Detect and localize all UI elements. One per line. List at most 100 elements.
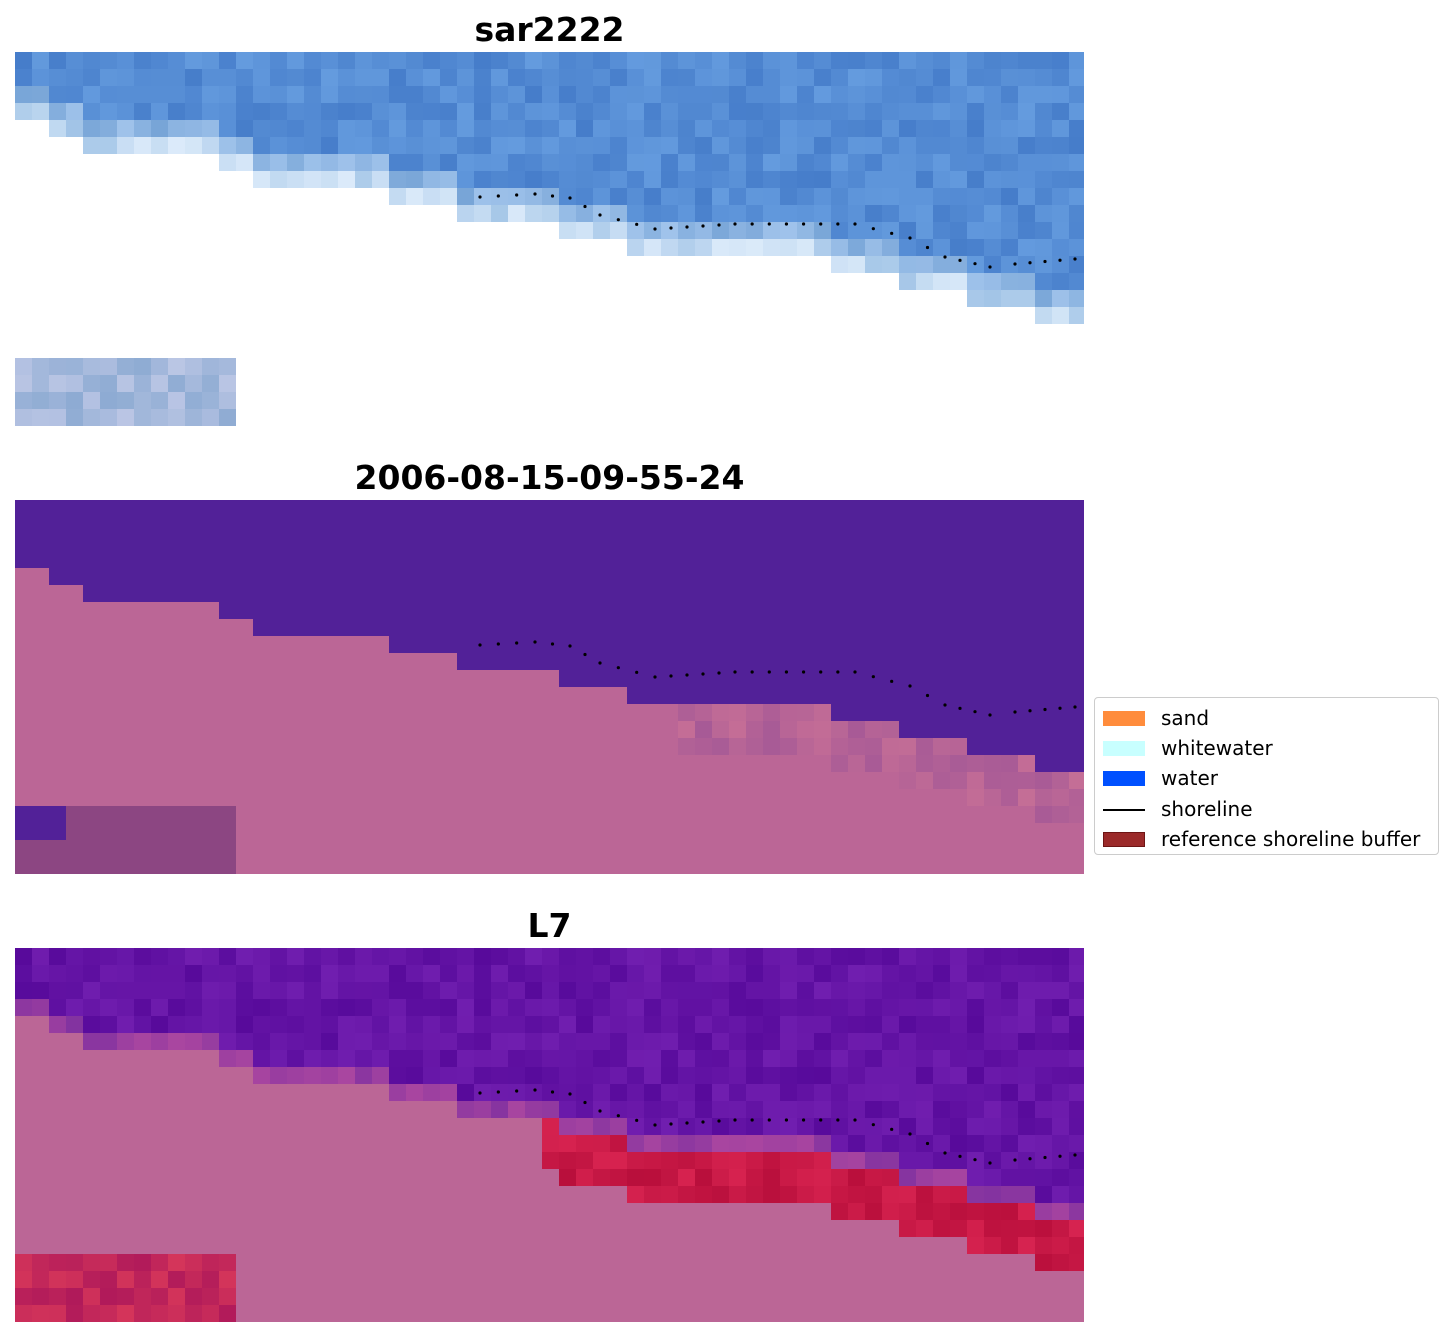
image-pixel — [865, 823, 883, 841]
image-pixel — [644, 358, 662, 376]
image-pixel — [270, 86, 288, 104]
image-pixel — [270, 1237, 288, 1255]
image-pixel — [814, 585, 832, 603]
image-pixel — [950, 636, 968, 654]
image-pixel — [1052, 358, 1070, 376]
image-pixel — [746, 1271, 764, 1289]
image-pixel — [117, 52, 135, 70]
shoreline-point — [1013, 710, 1017, 714]
image-pixel — [916, 789, 934, 807]
image-pixel — [661, 1050, 679, 1068]
shoreline-point — [988, 713, 992, 717]
image-pixel — [559, 551, 577, 569]
image-pixel — [1035, 1152, 1053, 1170]
image-pixel — [610, 1220, 628, 1238]
image-pixel — [253, 1237, 271, 1255]
image-pixel — [525, 103, 543, 121]
image-pixel — [933, 103, 951, 121]
image-pixel — [933, 52, 951, 70]
image-pixel — [49, 239, 67, 257]
image-pixel — [797, 1118, 815, 1136]
image-pixel — [134, 857, 152, 874]
image-pixel — [287, 687, 305, 705]
image-pixel — [117, 256, 135, 274]
image-pixel — [508, 982, 526, 1000]
image-pixel — [763, 1220, 781, 1238]
image-pixel — [525, 982, 543, 1000]
image-pixel — [32, 857, 50, 874]
image-pixel — [882, 500, 900, 518]
image-pixel — [474, 307, 492, 325]
image-pixel — [950, 409, 968, 426]
image-pixel — [372, 602, 390, 620]
image-pixel — [151, 585, 169, 603]
image-pixel — [15, 687, 33, 705]
image-pixel — [559, 823, 577, 841]
image-pixel — [66, 409, 84, 426]
image-pixel — [627, 290, 645, 308]
image-pixel — [899, 1169, 917, 1187]
image-pixel — [678, 551, 696, 569]
image-pixel — [32, 687, 50, 705]
image-pixel — [610, 982, 628, 1000]
image-pixel — [865, 324, 883, 342]
image-pixel — [253, 103, 271, 121]
image-pixel — [168, 120, 186, 138]
image-pixel — [661, 256, 679, 274]
image-pixel — [66, 982, 84, 1000]
shoreline-point — [598, 661, 602, 665]
image-pixel — [440, 806, 458, 824]
image-pixel — [950, 375, 968, 393]
image-pixel — [151, 239, 169, 257]
image-pixel — [746, 687, 764, 705]
image-pixel — [763, 1186, 781, 1204]
image-pixel — [797, 1169, 815, 1187]
image-pixel — [899, 256, 917, 274]
image-pixel — [491, 568, 509, 586]
image-pixel — [831, 1305, 849, 1322]
image-pixel — [1035, 205, 1053, 223]
image-pixel — [423, 551, 441, 569]
image-pixel — [559, 120, 577, 138]
image-pixel — [627, 517, 645, 535]
image-pixel — [168, 1084, 186, 1102]
image-pixel — [729, 239, 747, 257]
image-pixel — [474, 965, 492, 983]
image-pixel — [814, 772, 832, 790]
image-pixel — [678, 341, 696, 359]
image-pixel — [627, 806, 645, 824]
image-pixel — [49, 619, 67, 637]
shoreline-point — [836, 222, 840, 226]
image-pixel — [32, 602, 50, 620]
image-pixel — [967, 120, 985, 138]
shoreline-point — [853, 670, 857, 674]
image-pixel — [83, 1067, 101, 1085]
image-pixel — [712, 256, 730, 274]
image-pixel — [32, 205, 50, 223]
image-pixel — [83, 52, 101, 70]
image-pixel — [865, 1305, 883, 1322]
image-pixel — [372, 1084, 390, 1102]
image-pixel — [83, 1254, 101, 1272]
image-pixel — [423, 1118, 441, 1136]
image-pixel — [1018, 239, 1036, 257]
image-pixel — [865, 568, 883, 586]
image-pixel — [32, 517, 50, 535]
image-pixel — [236, 239, 254, 257]
image-pixel — [848, 1118, 866, 1136]
image-pixel — [831, 1050, 849, 1068]
image-pixel — [1069, 500, 1084, 518]
image-pixel — [729, 619, 747, 637]
image-pixel — [950, 670, 968, 688]
image-pixel — [134, 772, 152, 790]
image-pixel — [151, 1016, 169, 1034]
image-pixel — [474, 840, 492, 858]
image-pixel — [1018, 1254, 1036, 1272]
image-pixel — [66, 256, 84, 274]
image-pixel — [321, 585, 339, 603]
image-pixel — [661, 324, 679, 342]
image-pixel — [406, 619, 424, 637]
image-pixel — [899, 948, 917, 966]
shoreline-point — [496, 1090, 500, 1094]
image-pixel — [321, 965, 339, 983]
